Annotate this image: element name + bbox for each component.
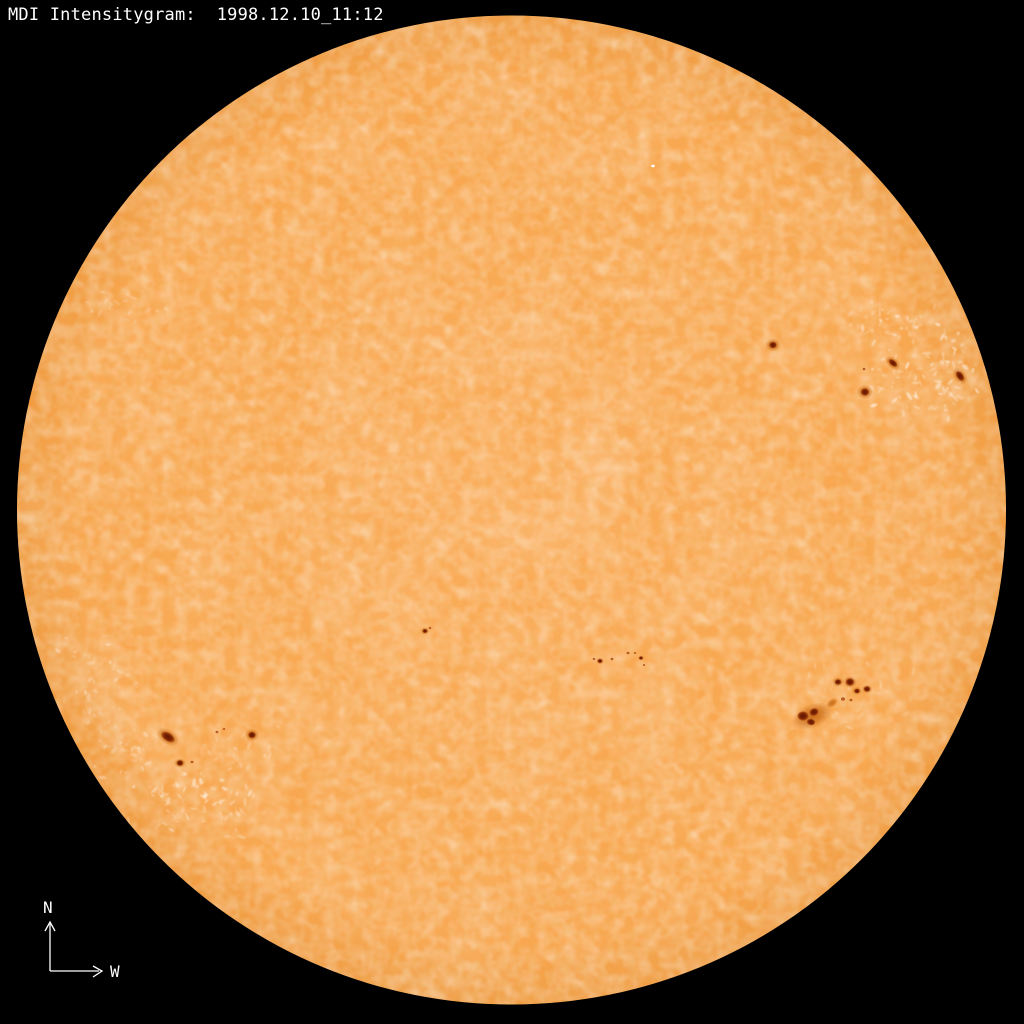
bright-point xyxy=(651,164,655,168)
compass: N W xyxy=(43,898,120,981)
sunspots-layer xyxy=(156,164,968,768)
west-arrow-head xyxy=(92,965,104,978)
image-title-label: MDI Intensitygram: 1998.12.10_11:12 xyxy=(8,5,384,25)
north-arrow-head xyxy=(44,920,56,932)
north-label: N xyxy=(43,898,53,917)
west-label: W xyxy=(110,962,120,981)
granulation-texture xyxy=(17,15,1006,1005)
